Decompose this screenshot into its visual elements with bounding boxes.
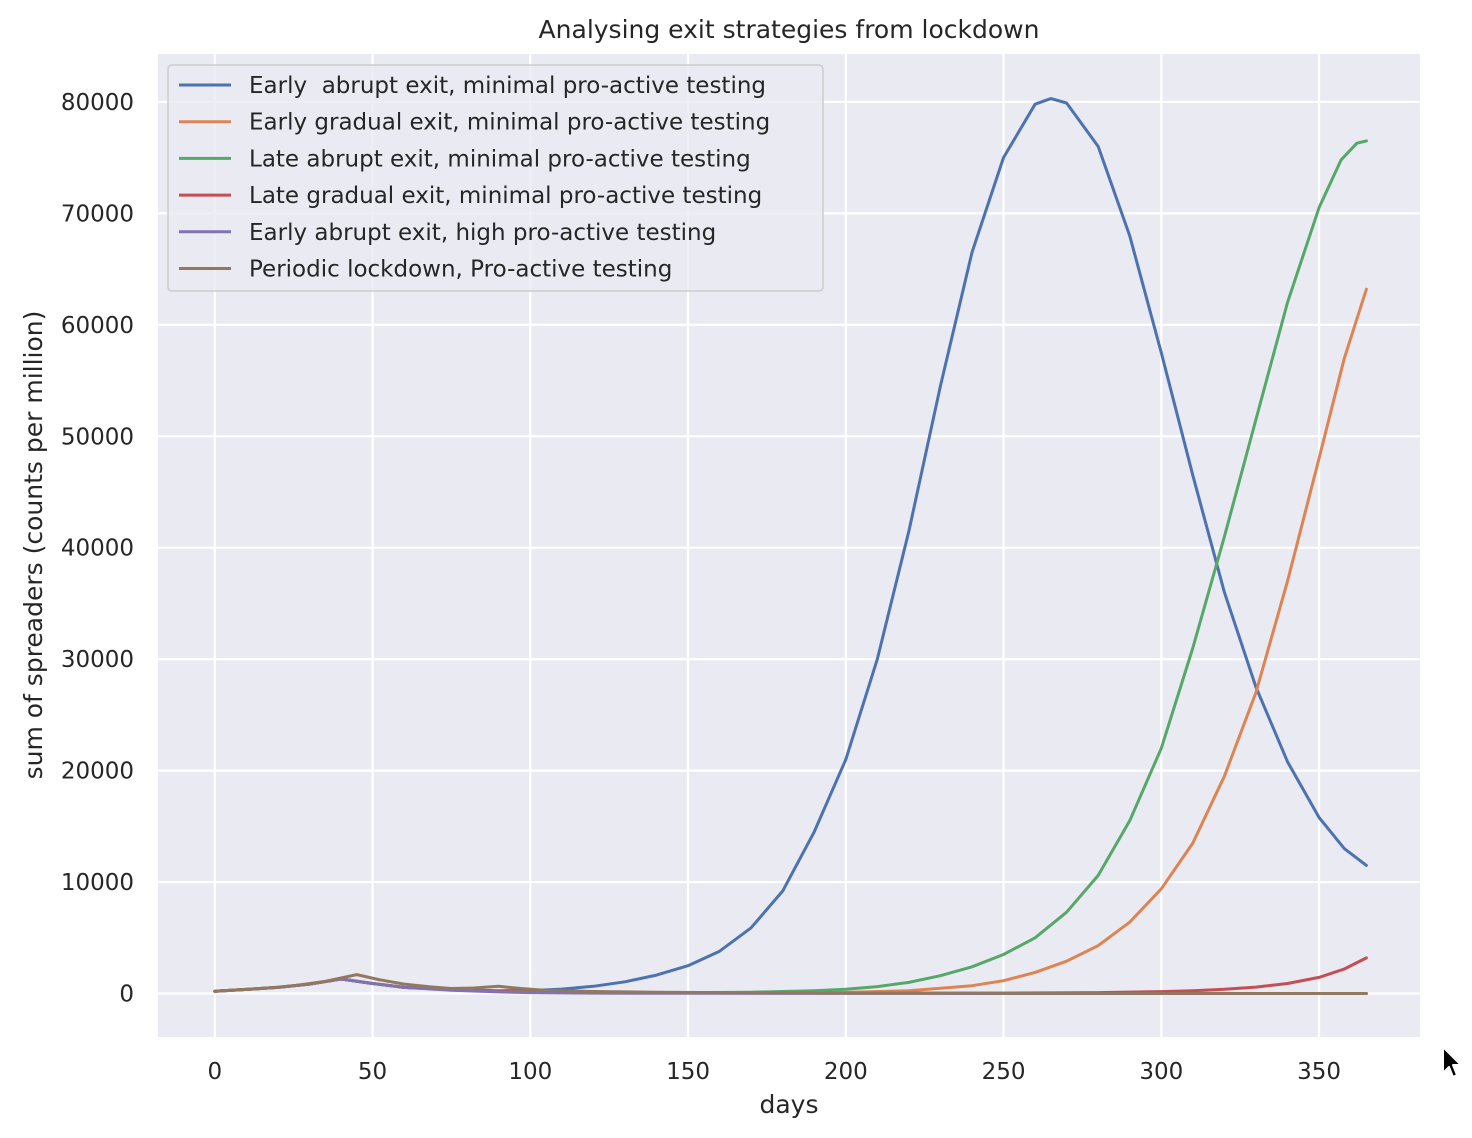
legend-label-3: Late abrupt exit, minimal pro-active tes… xyxy=(249,146,751,172)
chart-title: Analysing exit strategies from lockdown xyxy=(539,15,1040,44)
y-tick-label: 0 xyxy=(119,982,134,1008)
series-lines xyxy=(213,97,1368,995)
legend-box xyxy=(167,64,824,292)
x-tick-label: 50 xyxy=(358,1059,387,1085)
legend-label-4: Late gradual exit, minimal pro-active te… xyxy=(249,183,762,209)
y-tick-label: 10000 xyxy=(61,870,134,896)
x-tick-label: 250 xyxy=(982,1059,1026,1085)
y-tick-label: 70000 xyxy=(61,201,134,227)
x-tick-label: 300 xyxy=(1139,1059,1183,1085)
x-axis-label: days xyxy=(759,1090,818,1119)
mouse-pointer-icon xyxy=(1442,1046,1462,1078)
legend: Early abrupt exit, minimal pro-active te… xyxy=(167,64,824,292)
x-tick-label: 350 xyxy=(1297,1059,1341,1085)
x-tick-label: 100 xyxy=(508,1059,552,1085)
x-tick-label: 200 xyxy=(824,1059,868,1085)
y-axis-label: sum of spreaders (counts per million) xyxy=(19,311,48,780)
tick-labels: 0 50 100 150 200 250 300 350 0 10000 20000 30000 400… xyxy=(61,90,1341,1085)
x-tick-label: 150 xyxy=(666,1059,710,1085)
y-tick-label: 50000 xyxy=(61,424,134,450)
legend-label-2: Early gradual exit, minimal pro-active t… xyxy=(249,110,770,136)
x-tick-label: 0 xyxy=(207,1059,222,1085)
legend-label-5: Early abrupt exit, high pro-active testi… xyxy=(249,220,716,246)
legend-label-6: Periodic lockdown, Pro-active testing xyxy=(249,257,672,283)
y-tick-label: 40000 xyxy=(61,536,134,562)
series-line-6 xyxy=(213,973,1368,995)
y-tick-label: 80000 xyxy=(61,90,134,116)
y-tick-label: 60000 xyxy=(61,313,134,339)
y-tick-label: 30000 xyxy=(61,647,134,673)
legend-label-1: Early abrupt exit, minimal pro-active te… xyxy=(249,73,766,99)
y-tick-label: 20000 xyxy=(61,759,134,785)
